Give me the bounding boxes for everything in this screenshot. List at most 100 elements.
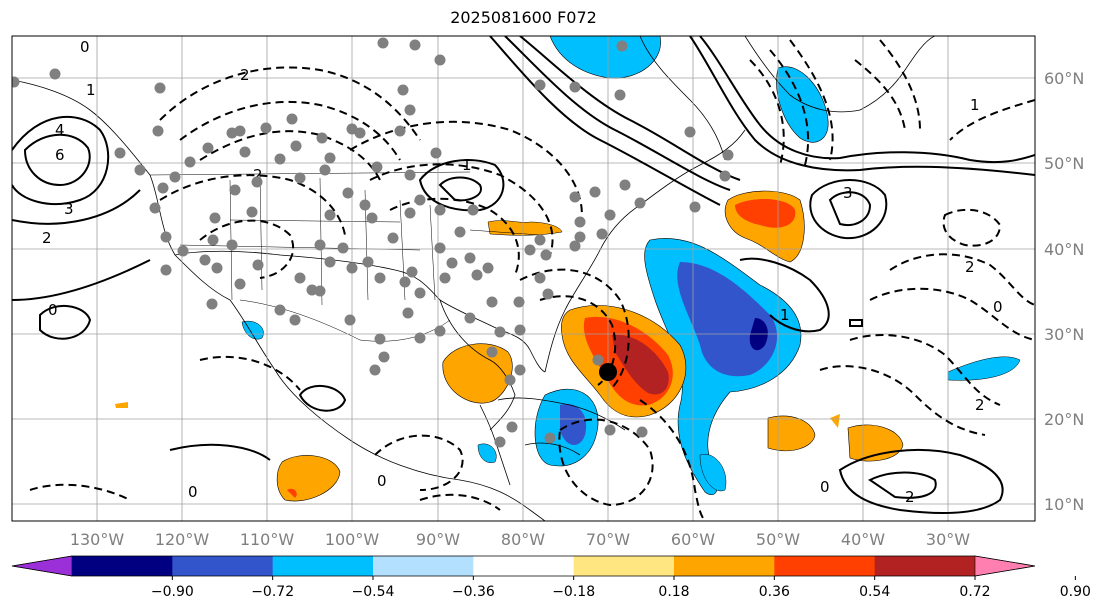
lon-label: 50°W — [756, 530, 800, 549]
lon-label: 120°W — [155, 530, 210, 549]
station-marker — [314, 239, 326, 251]
station-marker — [397, 84, 409, 96]
station-marker — [446, 257, 458, 269]
station-marker — [316, 132, 328, 144]
station-marker — [569, 240, 581, 252]
station-marker — [636, 426, 648, 438]
station-marker — [464, 312, 476, 324]
station-marker — [199, 254, 211, 266]
dashed-contours — [29, 39, 1035, 521]
station-marker — [514, 364, 526, 376]
station-marker — [494, 326, 506, 338]
map-frame — [11, 35, 1036, 522]
station-marker — [513, 296, 525, 308]
station-marker — [239, 146, 251, 158]
station-marker — [252, 259, 264, 271]
colorbar-tick-label: −0.18 — [552, 584, 595, 600]
lat-label: 10°N — [1044, 495, 1084, 514]
colorbar-swatch — [473, 556, 575, 576]
station-marker — [439, 272, 451, 284]
longitude-labels: 130°W 120°W 110°W 100°W 90°W 80°W 70°W 6… — [70, 530, 970, 549]
station-marker — [506, 421, 518, 433]
lon-label: 40°W — [841, 530, 885, 549]
station-marker — [114, 147, 126, 159]
station-marker — [324, 256, 336, 268]
station-marker — [290, 140, 302, 152]
station-marker — [616, 40, 628, 52]
station-marker — [534, 79, 546, 91]
station-marker — [160, 264, 172, 276]
colorbar-ticks: −0.90 −0.72 −0.54 −0.36 −0.18 0.18 0.36 0.54 0.7… — [151, 576, 1091, 600]
contour-label: 1 — [780, 306, 790, 324]
station-marker — [160, 231, 172, 243]
station-marker — [319, 164, 331, 176]
station-marker — [177, 245, 189, 257]
station-marker — [619, 179, 631, 191]
colorbar-swatch — [172, 556, 274, 576]
lon-label: 130°W — [70, 530, 125, 549]
station-markers — [12, 37, 734, 448]
colorbar — [11, 555, 1036, 577]
colorbar-swatch — [674, 556, 775, 576]
station-marker — [464, 252, 476, 264]
station-marker — [260, 122, 272, 134]
colorbar-tick-label: 0.72 — [959, 584, 990, 600]
station-marker — [514, 324, 526, 336]
station-marker — [202, 142, 214, 154]
station-marker — [337, 242, 349, 254]
station-marker — [434, 54, 446, 66]
station-marker — [494, 436, 506, 448]
station-marker — [371, 161, 383, 173]
station-marker — [354, 127, 366, 139]
station-marker — [394, 125, 406, 137]
station-marker — [434, 242, 446, 254]
colorbar-swatch — [72, 556, 173, 576]
latitude-labels: 60°N 50°N 40°N 30°N 20°N 10°N — [1044, 69, 1084, 514]
station-marker — [596, 228, 608, 240]
station-marker — [207, 234, 219, 246]
figure-title: 2025081600 F072 — [450, 8, 597, 27]
station-marker — [12, 76, 20, 88]
station-marker — [359, 199, 371, 211]
lon-label: 90°W — [416, 530, 460, 549]
colorbar-swatch — [774, 556, 876, 576]
station-marker — [324, 152, 336, 164]
colorbar-swatch — [573, 556, 675, 576]
station-marker — [634, 197, 646, 209]
station-marker — [229, 184, 241, 196]
shaded-field — [115, 36, 1021, 502]
contour-label: 2 — [253, 166, 263, 184]
lon-label: 110°W — [240, 530, 295, 549]
station-marker — [149, 202, 161, 214]
station-marker — [346, 262, 358, 274]
station-marker — [402, 307, 414, 319]
station-marker — [486, 346, 498, 358]
station-marker — [482, 262, 494, 274]
station-marker — [454, 226, 466, 238]
station-marker — [534, 234, 546, 246]
contour-label: 2 — [240, 66, 250, 84]
colorbar-swatch — [272, 556, 374, 576]
station-marker — [430, 147, 442, 159]
station-marker — [362, 256, 374, 268]
station-marker — [434, 325, 446, 337]
lon-label: 100°W — [325, 530, 380, 549]
station-marker — [289, 314, 301, 326]
contour-label: 0 — [993, 298, 1003, 316]
contour-label: 1 — [86, 81, 96, 99]
station-marker — [154, 82, 166, 94]
station-marker — [409, 39, 421, 51]
station-marker — [604, 424, 616, 436]
contour-label: 0 — [80, 38, 90, 56]
station-marker — [604, 209, 616, 221]
lat-label: 30°N — [1044, 325, 1084, 344]
colorbar-tick-label: −0.54 — [352, 584, 395, 600]
station-marker — [589, 186, 601, 198]
station-marker — [592, 354, 604, 366]
station-marker — [414, 194, 426, 206]
station-marker — [569, 81, 581, 93]
station-marker — [404, 104, 416, 116]
contour-label: 2 — [42, 229, 52, 247]
